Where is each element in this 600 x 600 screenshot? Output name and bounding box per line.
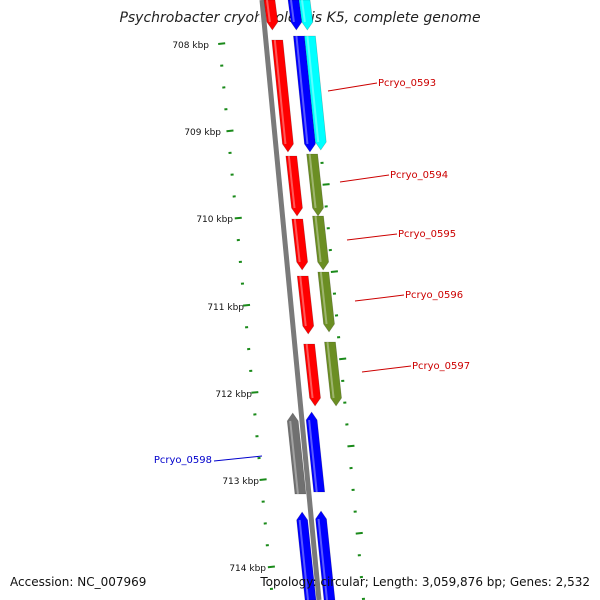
gene-arrow-0595-olive[interactable]: [312, 215, 329, 271]
gene-arrow-0597-olive[interactable]: [324, 341, 342, 407]
gene-label-0594[interactable]: Pcryo_0594: [390, 170, 448, 181]
leader-line-0595: [346, 233, 398, 241]
tick-right: [339, 357, 347, 361]
major-tick-left: [251, 391, 259, 394]
gene-label-0598[interactable]: Pcryo_0598: [154, 455, 212, 466]
scale-label-708: 708 kbp: [172, 41, 209, 51]
gene-arrow-0593-red[interactable]: [271, 39, 294, 153]
major-tick-left: [259, 478, 267, 481]
gene-arrow-0596-red[interactable]: [296, 275, 315, 335]
leader-line-0598: [213, 455, 263, 462]
gene-arrow-0597-red[interactable]: [303, 343, 321, 407]
genome-axis: [258, 0, 323, 600]
leader-line-0594: [339, 174, 390, 183]
major-tick-left: [234, 216, 242, 220]
gene-arrow-top-blue[interactable]: [287, 0, 303, 31]
gene-label-0596[interactable]: Pcryo_0596: [405, 290, 463, 301]
gene-arrow-0598-blue[interactable]: [305, 411, 326, 493]
leader-line-0596: [354, 294, 405, 302]
accession-text: Accession: NC_007969: [10, 575, 147, 589]
gene-arrow-top-cyan[interactable]: [298, 0, 314, 31]
gene-arrow-bottom-blue-1[interactable]: [296, 511, 317, 600]
gene-label-0593[interactable]: Pcryo_0593: [378, 78, 436, 89]
major-tick-left: [218, 42, 226, 45]
gene-arrow-0595-red[interactable]: [291, 218, 308, 271]
major-tick-left: [267, 565, 275, 569]
gene-arrow-0594-red[interactable]: [285, 155, 303, 217]
gene-arrow-0593-cyan[interactable]: [304, 35, 327, 151]
gene-arrow-0596-olive[interactable]: [317, 271, 335, 333]
gene-arrow-bottom-blue-2[interactable]: [315, 510, 336, 600]
gene-label-0595[interactable]: Pcryo_0595: [398, 229, 456, 240]
tick-right: [347, 444, 355, 448]
scale-labels: 708 kbp 709 kbp 710 kbp 711 kbp 712 kbp …: [172, 41, 266, 574]
gene-label-0597[interactable]: Pcryo_0597: [412, 361, 470, 372]
gene-labels: Pcryo_0593 Pcryo_0594 Pcryo_0595 Pcryo_0…: [154, 78, 470, 466]
scale-label-709: 709 kbp: [184, 128, 221, 138]
scale-label-713: 713 kbp: [222, 477, 259, 487]
scale-label-712: 712 kbp: [215, 390, 252, 400]
gene-arrow-0594-olive[interactable]: [306, 153, 324, 217]
scale-label-710: 710 kbp: [196, 215, 233, 225]
tick-right: [355, 531, 363, 535]
gene-arrow-0598-gray[interactable]: [286, 412, 307, 495]
tick-right: [322, 183, 330, 186]
genome-summary-text: Topology: circular; Length: 3,059,876 bp…: [260, 575, 590, 589]
scale-label-714: 714 kbp: [229, 564, 266, 574]
leader-line-0593: [327, 82, 378, 92]
tick-right: [330, 270, 338, 273]
gene-arrow-0593-blue[interactable]: [293, 35, 316, 153]
major-tick-left: [226, 129, 234, 133]
gene-features: [263, 0, 342, 600]
scale-label-711: 711 kbp: [207, 303, 244, 313]
leader-line-0597: [361, 365, 412, 373]
major-tick-left: [242, 303, 251, 307]
gene-arrow-top-red[interactable]: [263, 0, 279, 31]
